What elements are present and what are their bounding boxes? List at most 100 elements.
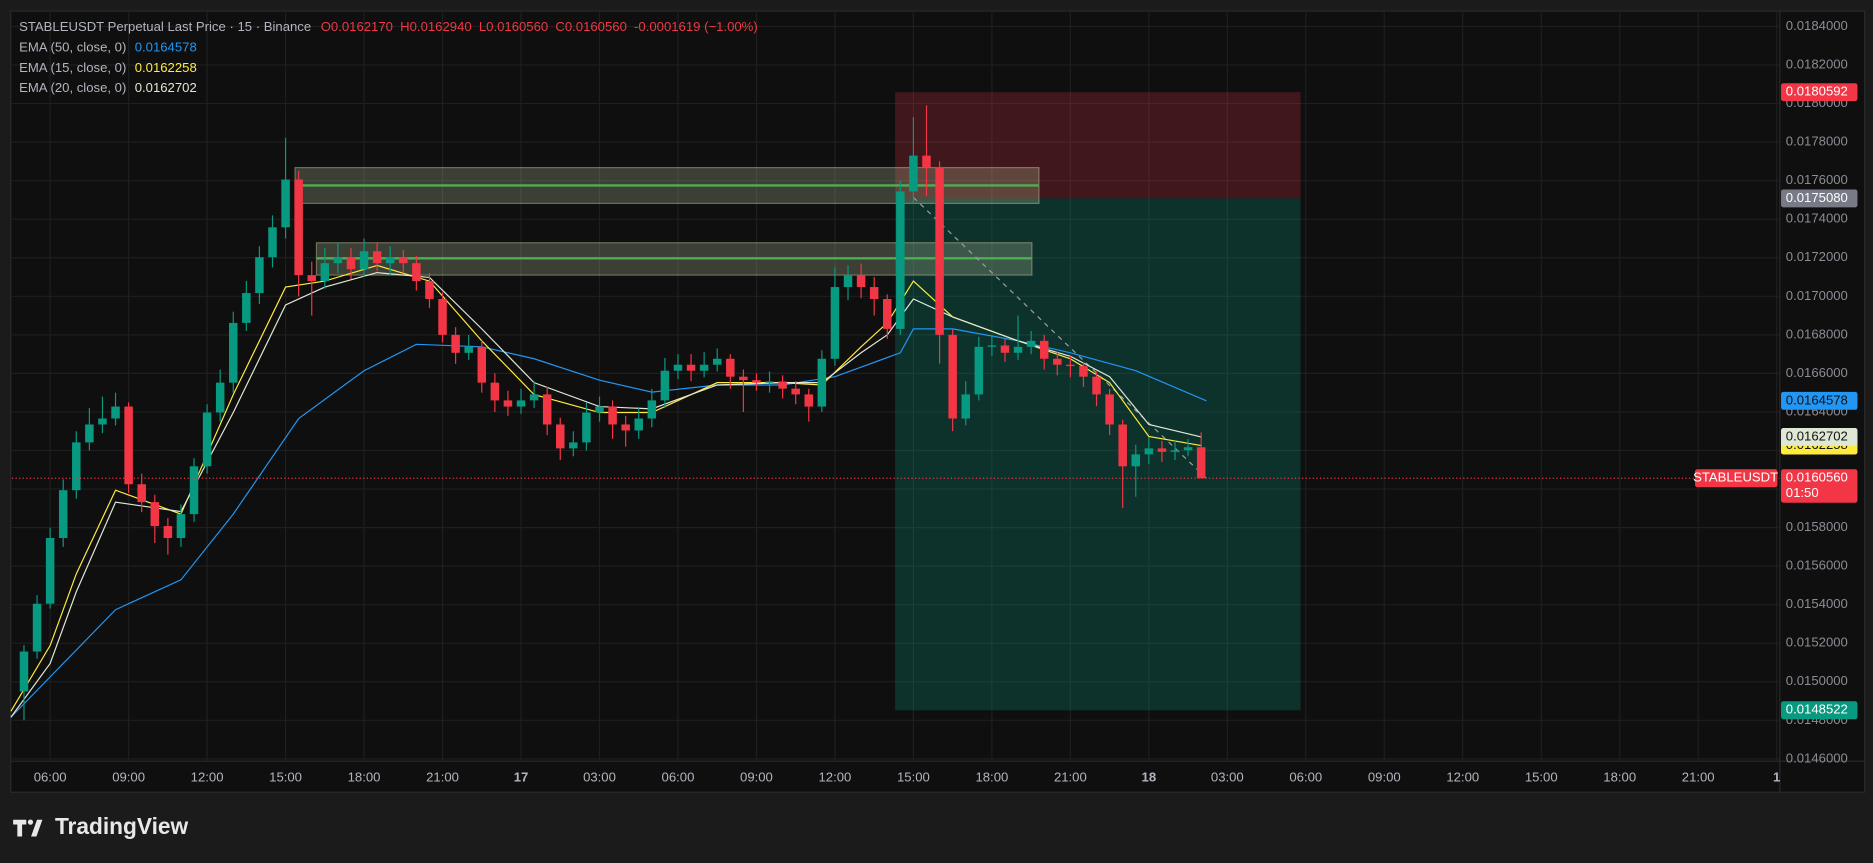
candle-body [1079, 366, 1088, 377]
candle-body [752, 380, 761, 383]
candle-body [451, 334, 460, 353]
candle-body [399, 257, 408, 264]
candle-body [961, 394, 970, 419]
stop-zone [895, 92, 1301, 199]
candle-body [987, 345, 997, 347]
candle-body [1196, 447, 1206, 479]
candle-body [856, 275, 866, 288]
y-tick-label: 0.0166000 [1786, 365, 1848, 380]
brand: TradingView [13, 813, 189, 839]
ema-value: 0.0164578 [135, 40, 197, 55]
y-tick-label: 0.0172000 [1786, 249, 1848, 264]
candle-body [372, 251, 382, 264]
candle-body [660, 370, 670, 401]
ohlc-value: C0.0160560 [555, 19, 627, 34]
candle-body [791, 388, 800, 395]
x-tick-label: 12:00 [819, 769, 852, 784]
y-tick-label: 0.0158000 [1786, 519, 1848, 534]
candle-body [569, 442, 578, 449]
candle-body [765, 381, 774, 383]
y-tick-label: 0.0146000 [1786, 750, 1848, 765]
x-tick-label: 06:00 [34, 769, 67, 784]
x-tick-label: 21:00 [1682, 769, 1715, 784]
candle-body [1105, 394, 1114, 425]
candle-body [45, 538, 55, 604]
legend: STABLEUSDT Perpetual Last Price · 15 · B… [19, 19, 758, 95]
x-tick-label: 18:00 [348, 769, 381, 784]
x-tick-label: 1 [1773, 769, 1780, 784]
ema-value: 0.0162702 [135, 80, 197, 95]
symbol-tag: STABLEUSDT [1693, 470, 1778, 485]
x-tick-label: 15:00 [897, 769, 930, 784]
axes: 0.01460000.01480000.01500000.01520000.01… [34, 18, 1858, 784]
candle-body [830, 287, 840, 359]
y-tick-label: 0.0170000 [1786, 288, 1848, 303]
trendline [913, 197, 1207, 479]
y-tick-label: 0.0152000 [1786, 635, 1848, 650]
y-tick-label: 0.0150000 [1786, 673, 1848, 688]
candle-body [935, 167, 944, 335]
x-tick-label: 18:00 [975, 769, 1008, 784]
x-tick-label: 12:00 [1446, 769, 1479, 784]
last-price-tag: 0.0160560 [1786, 470, 1848, 485]
candle-body [1131, 454, 1141, 467]
ohlc-value: L0.0160560 [479, 19, 548, 34]
candle-body [307, 275, 316, 282]
chart-title: STABLEUSDT Perpetual Last Price · 15 · B… [19, 19, 311, 34]
candle-body [229, 322, 238, 383]
candle-body [1039, 340, 1049, 359]
candle-body [712, 358, 722, 365]
x-tick-label: 21:00 [1054, 769, 1087, 784]
candle-body [255, 257, 264, 294]
candle-body [1013, 346, 1023, 353]
candle-body [477, 346, 487, 383]
candle-body [19, 651, 29, 692]
candle-body [438, 299, 447, 335]
candle-body [804, 394, 814, 407]
candle-body [189, 466, 199, 515]
logo-slash [31, 819, 43, 837]
logo-mark [13, 819, 27, 837]
ema-tag: 0.0164578 [1786, 392, 1848, 407]
candle-body [909, 155, 918, 192]
candle-body [778, 381, 787, 389]
candle-body [883, 299, 892, 329]
candle-body [948, 334, 957, 419]
candle-body [686, 364, 696, 371]
candle-body [739, 376, 748, 381]
ema-name: EMA (20, close, 0) [19, 80, 126, 95]
candle-body [1170, 450, 1180, 452]
target-zone [895, 198, 1301, 711]
candle-body [85, 424, 94, 443]
x-tick-label: 15:00 [269, 769, 302, 784]
ema-name: EMA (15, close, 0) [19, 60, 126, 75]
candle-body [98, 418, 107, 425]
candle-body [529, 394, 539, 401]
candle-body [634, 418, 643, 431]
candle-body [595, 406, 604, 413]
candle-body [1144, 448, 1154, 455]
candle-body [281, 179, 290, 228]
y-tick-label: 0.0154000 [1786, 596, 1848, 611]
candle-body [974, 346, 984, 395]
ema-value: 0.0162258 [135, 60, 197, 75]
ohlc-value: -0.0001619 (−1.00%) [634, 19, 758, 34]
y-tick-label: 0.0176000 [1786, 172, 1848, 187]
candle-body [896, 191, 905, 329]
candle-body [542, 394, 552, 425]
candle-body [922, 155, 931, 168]
plot-area[interactable] [10, 12, 1780, 762]
candle-body [412, 263, 421, 282]
candle-body [385, 257, 395, 264]
ohlc-value: H0.0162940 [400, 19, 472, 34]
entry-tag: 0.0175080 [1786, 190, 1848, 205]
x-tick-label: 03:00 [583, 769, 616, 784]
candle-body [1092, 376, 1101, 395]
candle-body [516, 400, 526, 407]
brand-name: TradingView [55, 813, 189, 839]
countdown: 01:50 [1786, 485, 1819, 500]
x-tick-label: 06:00 [662, 769, 695, 784]
candle-body [32, 603, 42, 652]
x-tick-label: 09:00 [112, 769, 145, 784]
